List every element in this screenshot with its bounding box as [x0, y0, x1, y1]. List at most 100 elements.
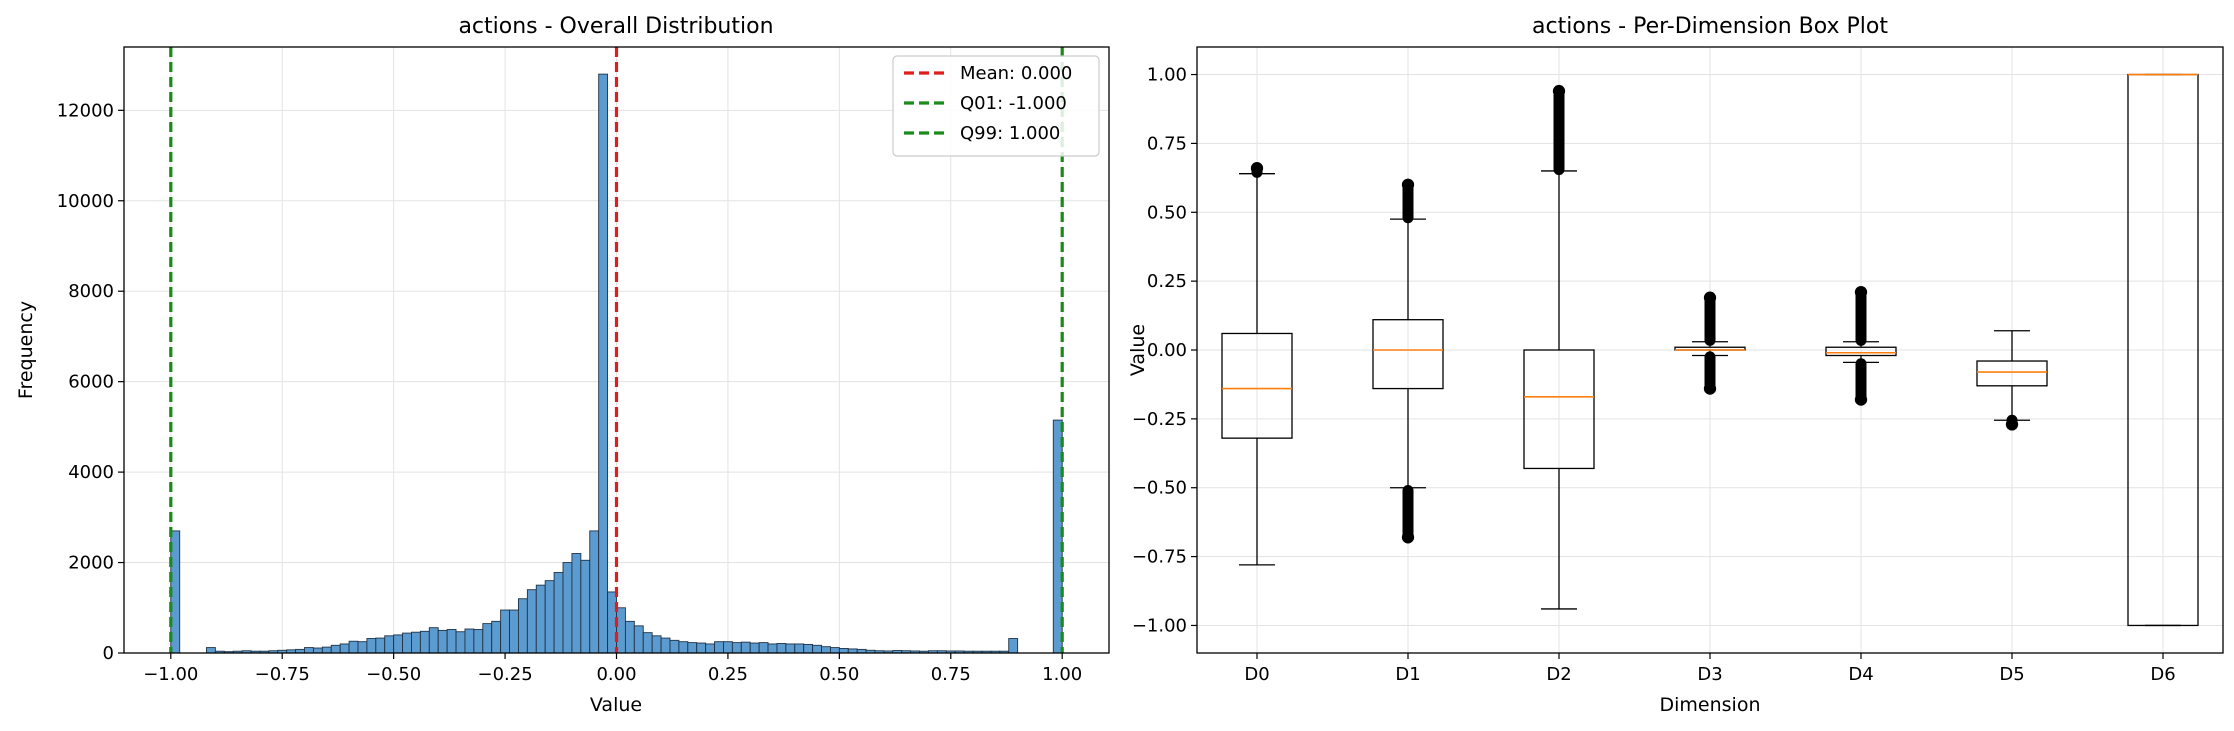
box-D5	[1976, 330, 2048, 431]
boxplot-panel: D0 D1 D2 D3 D4 D5 D6 −1.00 −0.75 −0.50 −0.25 0.00 0…	[1127, 14, 2224, 716]
histogram-bar	[304, 647, 314, 654]
histogram-bar	[767, 643, 778, 654]
histogram-bar	[411, 631, 421, 654]
box-body	[1221, 332, 1293, 439]
histogram-bar	[616, 607, 626, 654]
histogram-bar	[348, 640, 359, 654]
histogram-bar	[526, 589, 537, 654]
outlier-marker	[1703, 382, 1717, 395]
histogram-bar	[731, 642, 742, 654]
histogram-bar	[687, 642, 698, 654]
box-D0	[1221, 162, 1293, 566]
histogram-bar	[357, 641, 368, 654]
legend-label: Mean: 0.000	[960, 63, 1072, 84]
box-D2	[1523, 84, 1595, 610]
y-tick-label: −1.00	[1132, 615, 1187, 636]
histogram-bar	[509, 609, 519, 654]
histogram-x-label: Value	[590, 694, 642, 716]
histogram-bar	[705, 643, 716, 654]
histogram-bar	[678, 641, 689, 654]
histogram-bar	[812, 644, 822, 654]
y-tick-label: −0.25	[1132, 409, 1187, 430]
box-body	[1523, 349, 1595, 470]
box-D1	[1372, 178, 1444, 544]
y-tick-label: 0.50	[1147, 202, 1187, 223]
histogram-title: actions - Overall Distribution	[458, 14, 773, 39]
outlier-marker	[1552, 84, 1566, 98]
y-tick-label: 1.00	[1147, 65, 1187, 86]
histogram-bar	[803, 643, 814, 654]
histogram-bar	[740, 641, 751, 654]
histogram-bar	[723, 641, 733, 654]
box-body	[1372, 319, 1444, 390]
x-tick-label: D0	[1244, 664, 1269, 685]
x-tick-label: −0.50	[366, 664, 421, 685]
histogram-bar	[553, 572, 564, 654]
outlier-marker	[1401, 531, 1415, 544]
histogram-bar	[580, 559, 591, 654]
histogram-bar	[749, 642, 760, 654]
histogram-bar	[696, 642, 707, 654]
y-tick-label: 0.25	[1147, 271, 1187, 292]
histogram-bar	[312, 647, 323, 654]
histogram-bar	[428, 627, 439, 654]
y-tick-label: −0.75	[1132, 547, 1187, 568]
box-D6	[2127, 73, 2199, 627]
histogram-bar	[821, 646, 831, 654]
legend-items: Mean: 0.000 Q01: -1.000 Q99: 1.000	[904, 63, 1072, 144]
y-tick-label: 10000	[57, 191, 114, 212]
histogram-bar	[714, 641, 724, 654]
histogram-bar	[1008, 638, 1019, 654]
x-tick-label: 0.25	[708, 664, 748, 685]
histogram-bar	[393, 634, 404, 654]
box-D3	[1674, 291, 1746, 395]
histogram-bar	[535, 584, 546, 654]
boxplot-x-label: Dimension	[1660, 694, 1761, 716]
x-tick-label: D5	[1999, 664, 2024, 685]
y-tick-label: 4000	[68, 462, 114, 483]
outlier-marker	[1854, 286, 1868, 299]
histogram-bar	[776, 643, 787, 654]
y-tick-label: 12000	[57, 100, 114, 121]
histogram-legend: Mean: 0.000 Q01: -1.000 Q99: 1.000	[892, 55, 1100, 157]
box-body	[1976, 360, 2048, 387]
x-tick-label: D1	[1395, 664, 1420, 685]
x-tick-label: −1.00	[143, 664, 198, 685]
histogram-bar	[571, 553, 582, 654]
histogram-bar	[758, 642, 769, 654]
histogram-bar	[633, 625, 644, 654]
y-tick-label: 0.00	[1147, 340, 1187, 361]
outlier-marker	[1250, 162, 1264, 175]
histogram-bar	[598, 73, 609, 654]
histogram-bar	[491, 620, 502, 654]
boxplot-grid	[1197, 47, 2223, 653]
x-tick-label: 0.75	[931, 664, 971, 685]
y-tick-label: 6000	[68, 372, 114, 393]
histogram-bar	[838, 648, 849, 654]
boxplot-y-ticks: −1.00 −0.75 −0.50 −0.25 0.00 0.25 0.50 0.75 1.00	[1132, 65, 1197, 636]
boxplot-y-label: Value	[1127, 324, 1149, 376]
histogram-bar	[624, 620, 635, 654]
histogram-bar	[669, 639, 680, 654]
histogram-bar	[464, 628, 475, 654]
box-body	[1825, 346, 1897, 357]
histogram-bar	[562, 562, 573, 654]
legend-label: Q01: -1.000	[960, 93, 1067, 114]
histogram-bar	[794, 643, 805, 654]
histogram-bar	[366, 638, 377, 654]
histogram-bar	[642, 632, 653, 654]
histogram-bar	[402, 632, 412, 654]
boxplot-x-ticks: D0 D1 D2 D3 D4 D5 D6	[1244, 653, 2176, 685]
legend-box	[892, 55, 1100, 157]
histogram-bar	[544, 580, 555, 654]
histogram-bar	[651, 635, 662, 654]
outlier-marker	[2005, 418, 2019, 431]
outlier-marker	[1703, 291, 1717, 304]
histogram-bar	[473, 629, 484, 654]
histogram-reference-lines	[169, 47, 1064, 653]
histogram-bar	[500, 609, 510, 654]
x-tick-label: −0.75	[255, 664, 310, 685]
y-tick-label: 0.75	[1147, 133, 1187, 154]
x-tick-label: 0.00	[596, 664, 636, 685]
